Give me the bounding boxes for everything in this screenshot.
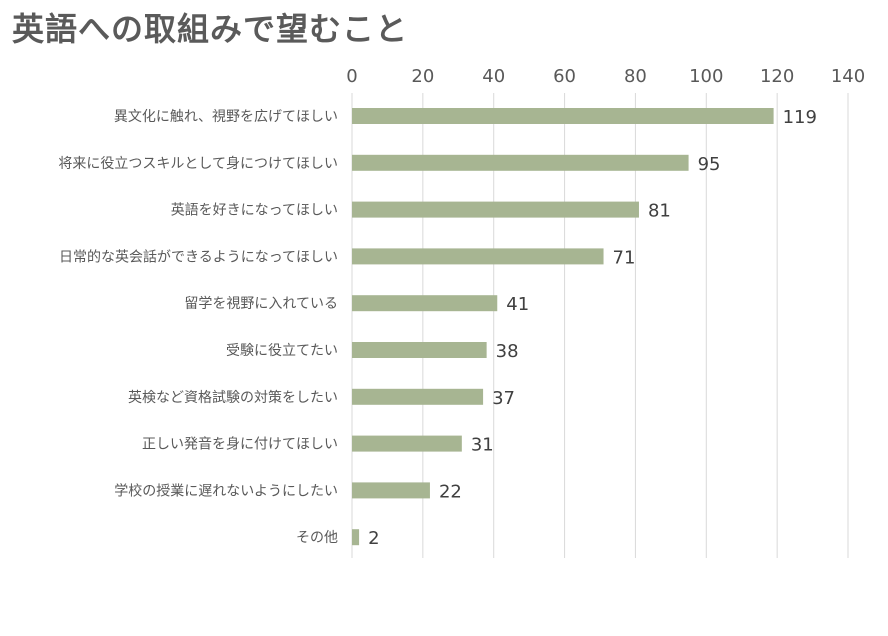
x-tick-label: 100 <box>689 66 723 87</box>
category-label: 正しい発音を身に付けてほしい <box>142 436 338 453</box>
bars <box>352 108 774 546</box>
bar <box>352 482 430 499</box>
bar <box>352 529 360 546</box>
bar <box>352 201 639 218</box>
bar <box>352 342 487 358</box>
bar <box>352 248 604 265</box>
value-label: 41 <box>506 294 529 315</box>
value-label: 71 <box>613 247 636 268</box>
x-tick-label: 140 <box>831 66 865 87</box>
value-label: 38 <box>496 341 519 362</box>
x-axis-ticks: 0 20 40 60 80 100 120 140 <box>346 66 865 87</box>
bar <box>352 154 689 171</box>
bar <box>352 108 774 124</box>
value-label: 22 <box>439 481 462 502</box>
value-label: 31 <box>471 435 494 456</box>
category-label: 英語を好きになってほしい <box>171 202 338 219</box>
value-label: 81 <box>648 201 671 222</box>
category-label: その他 <box>296 530 338 546</box>
x-tick-label: 120 <box>760 66 794 87</box>
value-label: 37 <box>492 388 515 409</box>
chart-title: 英語への取組みで望むこと <box>12 10 409 48</box>
x-tick-label: 60 <box>553 66 576 87</box>
category-label: 日常的な英会話ができるようになってほしい <box>59 248 338 265</box>
bar <box>352 295 498 312</box>
category-label: 異文化に触れ、視野を広げてほしい <box>114 109 338 125</box>
category-label: 学校の授業に遅れないようにしたい <box>114 482 338 499</box>
value-label: 2 <box>368 528 379 549</box>
x-tick-label: 20 <box>411 66 434 87</box>
bar <box>352 435 462 452</box>
value-label: 119 <box>783 107 817 128</box>
bar <box>352 388 484 405</box>
category-label: 受験に役立てたい <box>226 343 338 359</box>
value-label: 95 <box>698 154 721 175</box>
category-label: 英検など資格試験の対策をしたい <box>128 389 338 406</box>
category-label: 将来に役立つスキルとして身につけてほしい <box>58 156 338 172</box>
x-tick-label: 0 <box>346 66 357 87</box>
x-tick-label: 40 <box>482 66 505 87</box>
category-label: 留学を視野に入れている <box>184 296 338 312</box>
x-tick-label: 80 <box>624 66 647 87</box>
category-labels: 異文化に触れ、視野を広げてほしい将来に役立つスキルとして身につけてほしい英語を好… <box>58 109 338 546</box>
